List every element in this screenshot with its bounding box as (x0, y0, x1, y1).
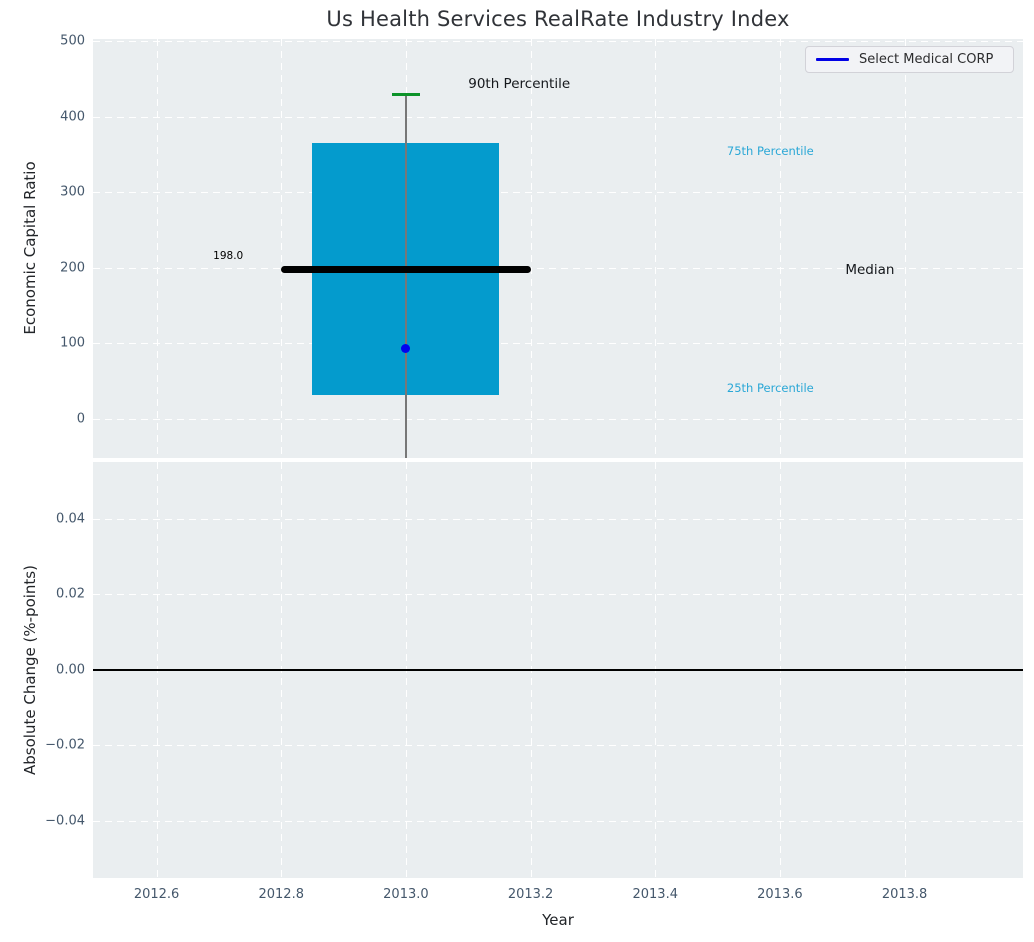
bottom-y-tick-label: −0.04 (45, 813, 85, 829)
x-axis-label: Year (542, 911, 574, 929)
horizontal-gridline (93, 267, 1023, 269)
top-y-tick-label: 100 (60, 335, 85, 351)
top-y-tick-label: 200 (60, 260, 85, 276)
x-tick-label: 2013.8 (881, 887, 928, 902)
vertical-gridline (156, 39, 158, 458)
horizontal-gridline (93, 343, 1023, 345)
bottom-y-tick-label: −0.02 (45, 737, 85, 753)
bottom-y-tick-label: 0.04 (56, 511, 85, 527)
horizontal-gridline (93, 518, 1023, 520)
legend-label: Select Medical CORP (859, 52, 994, 67)
x-tick-label: 2012.8 (258, 887, 304, 902)
chart-title: Us Health Services RealRate Industry Ind… (326, 7, 790, 31)
annotation-25th-percentile: 25th Percentile (726, 380, 814, 395)
boxplot-90th-percentile-cap (391, 92, 420, 96)
annotation-198-0: 198.0 (213, 250, 244, 263)
horizontal-gridline (93, 418, 1023, 420)
annotation-75th-percentile: 75th Percentile (726, 143, 814, 158)
vertical-gridline (530, 39, 532, 458)
x-tick-label: 2013.0 (383, 887, 429, 902)
vertical-gridline (904, 39, 906, 458)
bottom-y-tick-label: 0.02 (56, 586, 85, 602)
top-y-tick-label: 300 (60, 184, 85, 200)
boxplot-whisker-line (404, 94, 407, 458)
zero-reference-line (93, 668, 1023, 671)
legend: Select Medical CORP (805, 46, 1014, 73)
x-tick-label: 2013.4 (632, 887, 678, 902)
x-tick-label: 2013.6 (757, 887, 803, 902)
x-tick-label: 2013.2 (507, 887, 554, 902)
horizontal-gridline (93, 41, 1023, 43)
horizontal-gridline (93, 594, 1023, 596)
vertical-gridline (779, 39, 781, 458)
top-y-tick-label: 500 (60, 33, 85, 49)
top-y-tick-label: 0 (76, 411, 85, 427)
boxplot-median-line (281, 265, 531, 273)
x-tick-label: 2012.6 (133, 887, 180, 902)
horizontal-gridline (93, 820, 1023, 822)
vertical-gridline (655, 39, 657, 458)
top-y-tick-label: 400 (60, 109, 85, 125)
bottom-subplot-absolute-change (93, 462, 1023, 878)
top-subplot-boxplot: 198.0 90th Percentile 75th Percentile Media… (93, 39, 1023, 458)
company-data-point (401, 344, 411, 354)
annotation-90th-percentile: 90th Percentile (468, 76, 571, 93)
horizontal-gridline (93, 192, 1023, 194)
horizontal-gridline (93, 745, 1023, 747)
annotation-median: Median (845, 262, 895, 279)
legend-line-swatch (816, 58, 849, 61)
horizontal-gridline (93, 116, 1023, 118)
bottom-y-tick-label: 0.00 (56, 662, 85, 678)
vertical-gridline (281, 39, 283, 458)
